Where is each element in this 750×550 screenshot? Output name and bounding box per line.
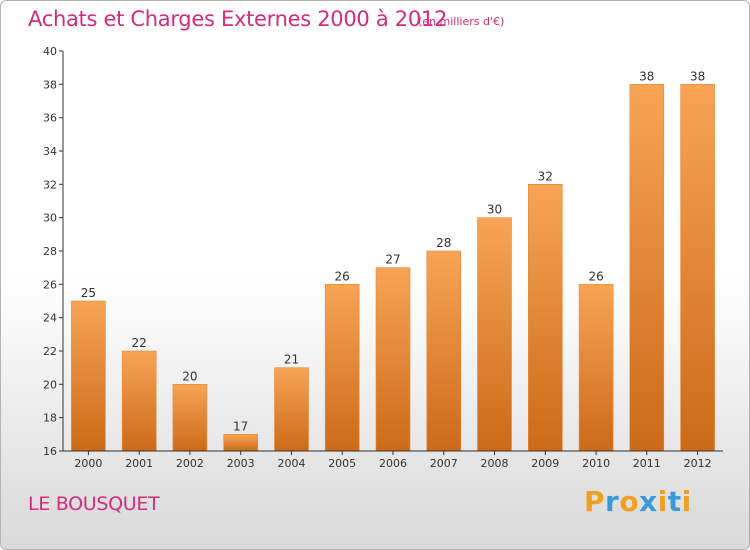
x-tick-label-2008: 2008 — [481, 457, 509, 470]
data-label-2008: 30 — [487, 203, 502, 217]
axes-group: 2000 2001 2002 2003 2004 2005 2006 2007 2008 2009… — [43, 45, 723, 470]
y-tick-label-30: 30 — [43, 212, 57, 225]
x-tick-label-2010: 2010 — [582, 457, 610, 470]
x-tick-label-2002: 2002 — [176, 457, 204, 470]
x-tick-label-2005: 2005 — [328, 457, 356, 470]
y-tick-label-40: 40 — [43, 45, 57, 58]
x-tick-label-2004: 2004 — [278, 457, 306, 470]
logo-letter: o — [619, 485, 640, 518]
data-label-2011: 38 — [639, 69, 654, 83]
bar-2003 — [223, 433, 258, 452]
bar-2005 — [324, 283, 360, 452]
bar-2012 — [680, 84, 715, 452]
y-tick-label-28: 28 — [43, 245, 57, 258]
data-label-2001: 22 — [132, 336, 147, 350]
data-label-2007: 28 — [436, 236, 451, 250]
bar-2009 — [527, 184, 563, 452]
bar-2004 — [274, 367, 309, 452]
data-label-2006: 27 — [385, 253, 400, 267]
y-tick-label-22: 22 — [43, 345, 57, 358]
data-label-2000: 25 — [81, 286, 96, 300]
data-label-2009: 32 — [538, 169, 553, 183]
data-label-2010: 26 — [588, 269, 603, 283]
y-tick-label-24: 24 — [43, 312, 57, 325]
bar-2008 — [477, 217, 512, 452]
x-tick-label-2012: 2012 — [684, 457, 712, 470]
logo-letter: i — [681, 485, 692, 518]
bar-2007 — [426, 250, 462, 452]
bar-2002 — [172, 383, 208, 452]
logo-letter: P — [584, 485, 606, 518]
logo-letter: r — [605, 485, 620, 518]
y-tick-label-18: 18 — [43, 412, 57, 425]
data-label-2005: 26 — [335, 269, 350, 283]
proxiti-logo: Proxiti — [584, 485, 692, 518]
x-tick-label-2000: 2000 — [74, 457, 102, 470]
y-tick-label-32: 32 — [43, 178, 57, 191]
bar-2001 — [121, 350, 157, 452]
y-tick-label-26: 26 — [43, 278, 57, 291]
bars-group: 25 22 20 17 21 26 27 28 30 32 26 38 38 — [71, 69, 715, 452]
x-tick-label-2006: 2006 — [379, 457, 407, 470]
bar-2006 — [375, 267, 411, 452]
bar-2011 — [629, 84, 665, 452]
x-tick-label-2009: 2009 — [531, 457, 559, 470]
x-tick-label-2007: 2007 — [430, 457, 458, 470]
y-tick-label-16: 16 — [43, 445, 57, 458]
y-tick-label-20: 20 — [43, 378, 57, 391]
y-tick-label-34: 34 — [43, 145, 57, 158]
chart-title: Achats et Charges Externes 2000 à 2012 — [28, 7, 448, 31]
data-label-2012: 38 — [690, 69, 705, 83]
logo-letter: x — [639, 485, 658, 518]
bar-2010 — [578, 283, 614, 452]
data-label-2004: 21 — [284, 353, 299, 367]
logo-letter: t — [667, 485, 682, 518]
data-label-2002: 20 — [182, 369, 197, 383]
data-label-2003: 17 — [233, 419, 248, 433]
x-tick-label-2011: 2011 — [633, 457, 661, 470]
logo-letter: i — [657, 485, 668, 518]
chart-subtitle: (en milliers d'€) — [418, 15, 505, 28]
y-tick-label-38: 38 — [43, 78, 57, 91]
x-tick-label-2001: 2001 — [125, 457, 153, 470]
place-name: LE BOUSQUET — [28, 493, 160, 515]
y-tick-label-36: 36 — [43, 112, 57, 125]
x-tick-label-2003: 2003 — [227, 457, 255, 470]
bar-2000 — [71, 300, 106, 452]
